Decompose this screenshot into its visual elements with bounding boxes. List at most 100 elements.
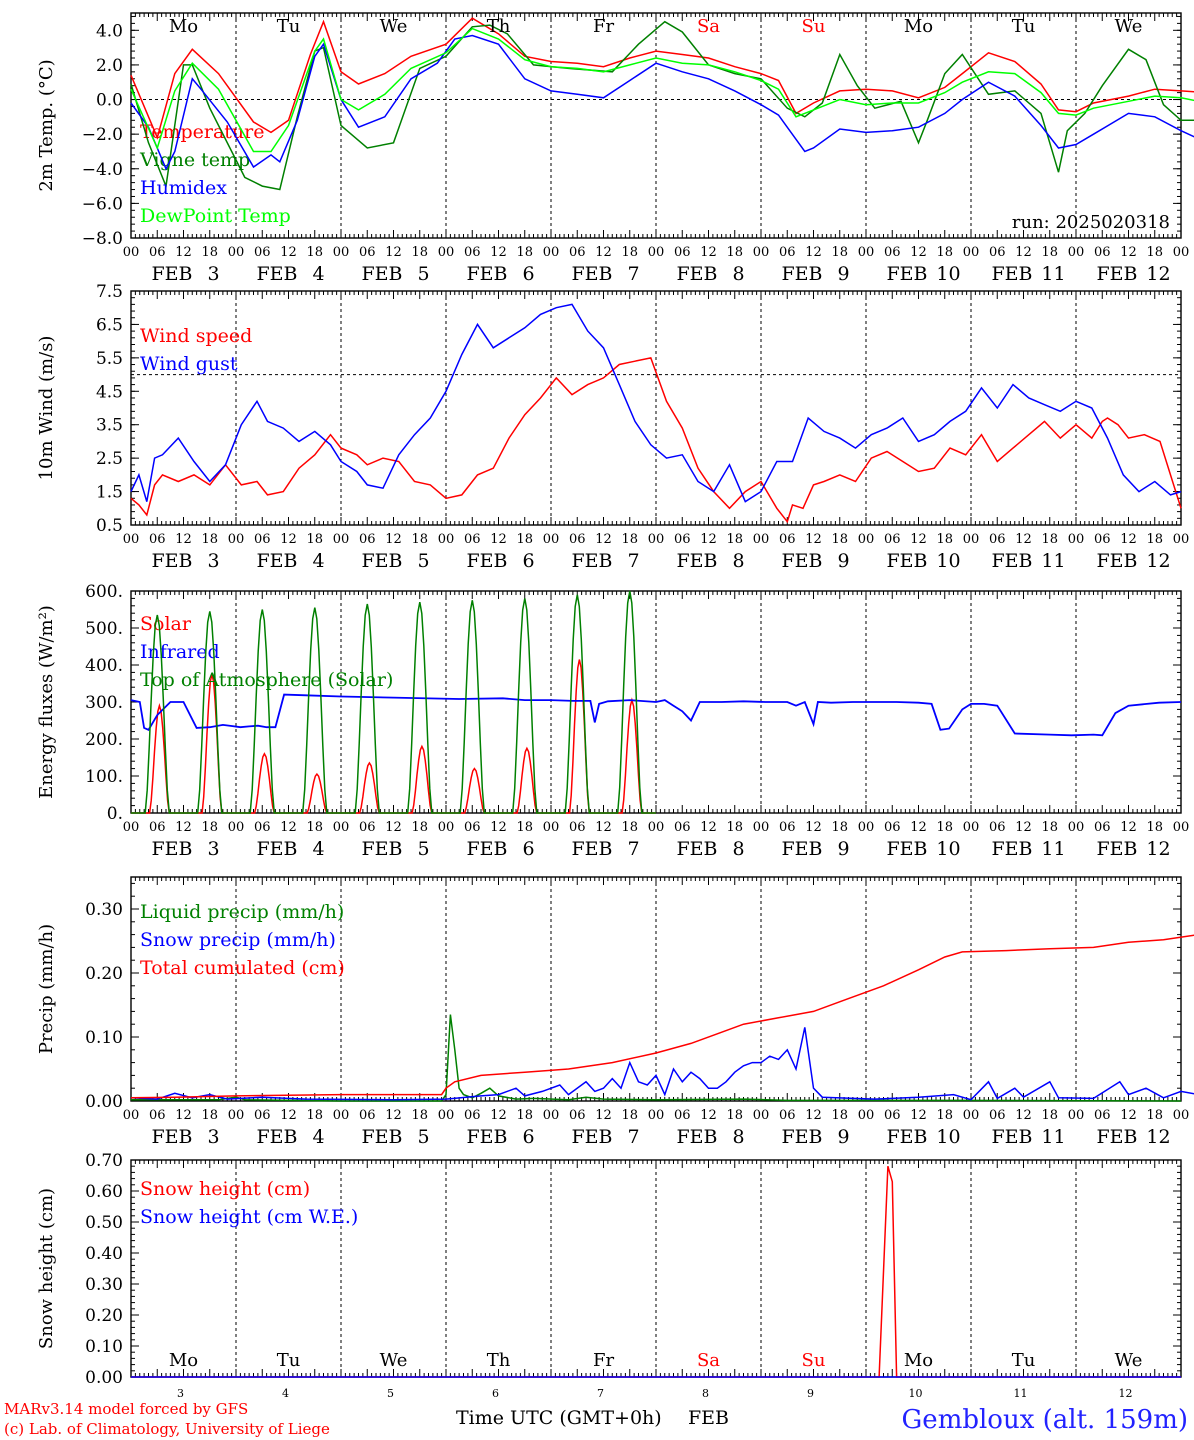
x-hour-label: 00 [1068,245,1085,260]
x-month-label: FEB [152,1126,193,1148]
station-name: Gembloux (alt. 159m) [902,1405,1188,1435]
x-hour-label: 00 [333,1108,350,1123]
x-hour-label: 12 [910,245,927,260]
x-hour-label: 00 [753,820,770,835]
x-hour-label: 06 [989,820,1006,835]
x-hour-label: 12 [280,820,297,835]
x-day-label: 6 [522,550,534,572]
x-month-label: FEB [677,1126,718,1148]
x-hour-label: 00 [1173,245,1190,260]
weekday-label: Sa [697,16,720,37]
x-hour-label: 18 [516,245,533,260]
x-hour-label: 00 [963,245,980,260]
x-hour-label: 00 [543,820,560,835]
y-tick-label: 0.0 [96,91,123,111]
y-tick-label: 0. [107,804,123,824]
x-day-label: 4 [282,1387,289,1400]
x-day-label: 8 [702,1387,709,1400]
weekday-label: Fr [593,1350,614,1371]
x-hour-label: 12 [805,245,822,260]
y-tick-label: 5.5 [96,349,123,369]
y-axis-label: Precip (mm/h) [36,924,57,1054]
x-month-label: FEB [362,550,403,572]
x-hour-label: 18 [621,820,638,835]
x-hour-label: 00 [438,532,455,547]
x-hour-label: 06 [884,245,901,260]
y-tick-label: 0.40 [85,1244,123,1264]
y-tick-label: 0.30 [85,900,123,920]
x-hour-label: 12 [490,245,507,260]
x-hour-label: 00 [1173,532,1190,547]
x-hour-label: 00 [1068,1108,1085,1123]
x-hour-label: 06 [989,1108,1006,1123]
x-hour-label: 00 [333,532,350,547]
x-month-label: FEB [992,1126,1033,1148]
x-hour-label: 06 [779,532,796,547]
x-hour-label: 00 [648,245,665,260]
x-hour-label: 00 [333,245,350,260]
weekday-label: Th [487,16,511,37]
y-tick-label: 0.20 [85,1306,123,1326]
y-tick-label: −8.0 [82,229,123,249]
legend-entry: Humidex [140,177,227,199]
x-hour-label: 06 [1094,245,1111,260]
y-tick-label: 0.10 [85,1337,123,1357]
legend-entry: Total cumulated (cm) [140,957,345,979]
legend-entry: Wind speed [140,325,252,347]
x-hour-label: 18 [1041,820,1058,835]
x-month-label: FEB [572,263,613,285]
x-month-label: FEB [1097,550,1138,572]
x-month-label: FEB [467,550,508,572]
panel-wind: 7.5 6.5 5.5 4.5 3.5 2.5 1.5 0.5 10m Wind (m/s) Wi… [36,282,1189,572]
x-hour-label: 00 [228,245,245,260]
x-hour-label: 12 [490,820,507,835]
x-hour-label: 18 [1146,532,1163,547]
x-hour-label: 00 [438,1108,455,1123]
weekday-label: Fr [593,16,614,37]
x-hour-label: 12 [700,532,717,547]
x-hour-label: 00 [963,532,980,547]
x-hour-label: 06 [149,532,166,547]
x-hour-label: 18 [1041,1108,1058,1123]
x-hour-label: 18 [621,245,638,260]
x-hour-label: 12 [805,820,822,835]
x-hour-label: 06 [254,820,271,835]
x-month-label: FEB [992,838,1033,860]
x-hour-label: 00 [228,1108,245,1123]
x-hour-label: 18 [936,1108,953,1123]
y-tick-label: −6.0 [82,194,123,214]
y-axis-label: 2m Temp. (°C) [36,59,57,191]
x-hour-label: 12 [1120,245,1137,260]
x-day-label: 5 [417,1126,429,1148]
x-day-label: 10 [936,838,960,860]
x-month-label: FEB [677,838,718,860]
x-hour-label: 18 [831,532,848,547]
series-line-vigne-temp [130,20,1194,191]
x-hour-label: 18 [726,532,743,547]
x-month-label: FEB [467,838,508,860]
x-hour-label: 06 [989,532,1006,547]
weekday-label: Tu [1012,1350,1036,1371]
y-tick-label: −2.0 [82,125,123,145]
x-hour-label: 18 [201,820,218,835]
x-hour-label: 18 [411,245,428,260]
x-hour-label: 06 [464,532,481,547]
x-day-label: 10 [936,1126,960,1148]
x-month-label: FEB [572,838,613,860]
x-day-label: 7 [627,263,639,285]
weekday-label: Mo [904,1350,933,1371]
x-day-label: 11 [1041,838,1065,860]
x-hour-label: 18 [1041,245,1058,260]
x-month-label: FEB [362,1126,403,1148]
weekday-label: Tu [1012,16,1036,37]
x-hour-label: 06 [359,1108,376,1123]
series-line-snow-precip-mm-h- [130,1027,1194,1101]
run-annotation: run: 2025020318 [1012,212,1170,233]
x-day-label: 8 [732,263,744,285]
x-day-label: 6 [522,838,534,860]
legend-entry: Solar [140,613,192,635]
x-hour-label: 00 [543,532,560,547]
x-month-label: FEB [257,550,298,572]
x-hour-label: 06 [569,532,586,547]
x-hour-label: 06 [989,245,1006,260]
